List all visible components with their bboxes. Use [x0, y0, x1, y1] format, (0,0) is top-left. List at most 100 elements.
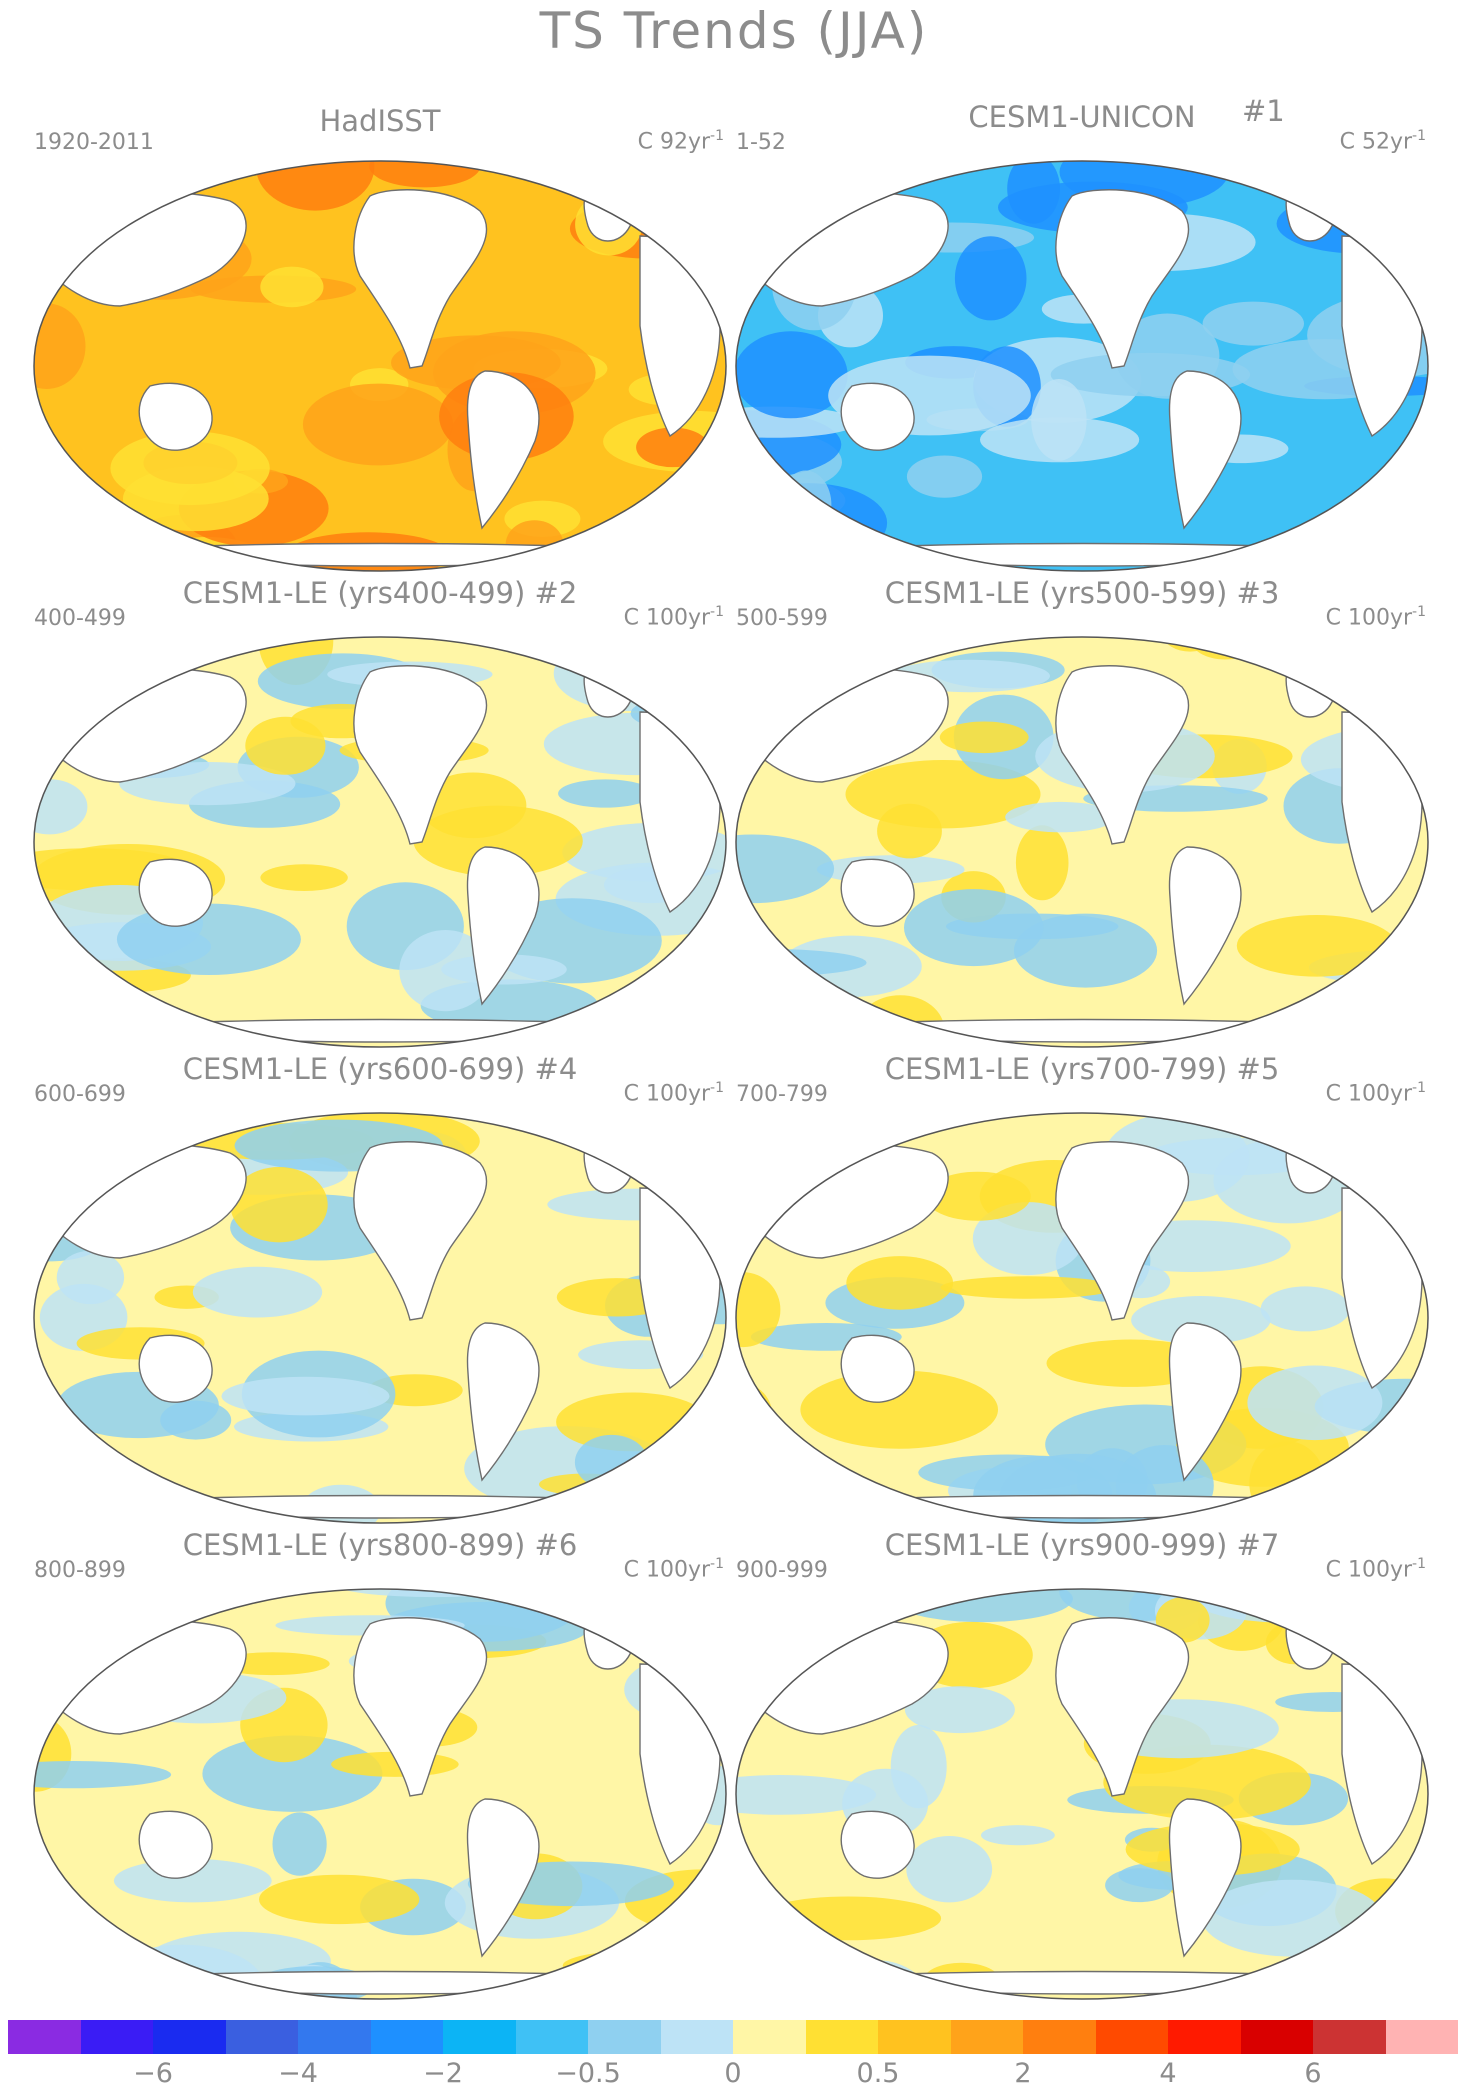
map-canvas	[735, 1588, 1429, 2000]
map-panel: CESM1-LE (yrs800-899) #6 800-899 C 100yr-1	[30, 1528, 730, 2000]
globe-outline	[33, 160, 727, 572]
ocean-field	[34, 637, 726, 1047]
units-exponent: -1	[1412, 1556, 1426, 1572]
colorbar-segment	[733, 2020, 806, 2054]
colorbar-label: −2	[423, 2058, 463, 2089]
landmass-shape	[99, 1494, 671, 1519]
colorbar	[8, 2020, 1458, 2054]
units-exponent: -1	[1412, 1080, 1426, 1096]
globe-outline	[735, 160, 1429, 572]
map-panel: CESM1-LE (yrs900-999) #7 900-999 C 100yr-1	[732, 1528, 1432, 2000]
trend-blob	[1346, 637, 1428, 654]
trend-blob	[736, 331, 848, 419]
trend-blob	[1007, 161, 1061, 224]
panel-units: C 100yr-1	[1325, 1080, 1426, 1107]
trend-blob	[260, 266, 324, 308]
trend-blob	[780, 470, 832, 540]
landmass-shape	[583, 660, 634, 718]
colorbar-segment	[878, 2020, 951, 2054]
trend-blob	[736, 1272, 781, 1348]
trend-blob	[846, 1256, 954, 1310]
trend-blob	[736, 406, 859, 438]
landmass-shape	[1168, 370, 1242, 530]
trend-blob	[736, 483, 888, 563]
trend-blob	[1201, 1879, 1383, 1957]
trend-blob	[654, 537, 724, 571]
trend-blob	[562, 1950, 717, 1981]
trend-blob	[116, 903, 301, 975]
ocean-field	[736, 161, 1428, 571]
trend-blob	[302, 383, 454, 466]
landmass-shape	[99, 542, 671, 567]
trend-blob	[890, 1589, 1073, 1623]
colorbar-label: −0.5	[555, 2058, 621, 2089]
trend-blob	[1105, 1868, 1174, 1903]
landmass-shape	[466, 370, 540, 530]
landmass-shape	[138, 858, 213, 927]
trend-blob	[574, 1434, 649, 1490]
panel-title: CESM1-LE (yrs400-499) #2	[182, 576, 578, 610]
landmass-shape	[138, 1810, 213, 1879]
colorbar-segment	[1095, 2020, 1168, 2054]
ocean-field	[34, 1589, 726, 1999]
map-panel: CESM1-LE (yrs600-699) #4 600-699 C 100yr-1	[30, 1052, 730, 1524]
colorbar-segment	[588, 2020, 661, 2054]
landmass-shape	[138, 382, 213, 451]
panel-period: 600-699	[34, 1082, 126, 1107]
units-exponent: -1	[1412, 128, 1426, 144]
colorbar-segment	[80, 2020, 153, 2054]
trend-blob	[56, 1250, 125, 1305]
trend-blob	[645, 1113, 726, 1142]
landmass-shape	[466, 1798, 540, 1958]
colorbar-label: −4	[278, 2058, 318, 2089]
trend-blob	[369, 161, 481, 188]
panel-units: C 100yr-1	[1325, 604, 1426, 631]
colorbar-label: 2	[1014, 2058, 1032, 2089]
map-panel: CESM1-UNICON #1 1-52 C 52yr-1	[732, 94, 1432, 572]
globe-outline	[33, 636, 727, 1048]
trend-blob	[940, 1276, 1117, 1299]
units-exponent: -1	[1412, 604, 1426, 620]
trend-blob	[1260, 1286, 1350, 1332]
trend-blob	[1366, 991, 1428, 1024]
trend-blob	[980, 417, 1140, 463]
trend-blob	[110, 431, 270, 506]
map-panel: CESM1-LE (yrs700-799) #5 700-799 C 100yr-1	[732, 1052, 1432, 1524]
landmass-shape	[1168, 1322, 1242, 1482]
units-exponent: -1	[710, 128, 724, 144]
colorbar-segment	[298, 2020, 371, 2054]
trend-blob	[1247, 1365, 1383, 1441]
panel-title: CESM1-LE (yrs600-699) #4	[182, 1052, 578, 1086]
landmass-shape	[1055, 1617, 1190, 1797]
panel-period: 400-499	[34, 606, 126, 631]
trend-blob	[1226, 1028, 1398, 1047]
landmass-shape	[1055, 1141, 1190, 1321]
trend-blob	[740, 637, 911, 678]
map-canvas	[33, 636, 727, 1048]
trend-blob	[272, 1812, 327, 1876]
trend-blob	[547, 1188, 726, 1221]
landmass-shape	[840, 1334, 915, 1403]
trend-blob	[420, 772, 527, 839]
panel-period: 1920-2011	[34, 130, 154, 155]
colorbar-segment	[8, 2020, 81, 2054]
panel-units: C 100yr-1	[1325, 1556, 1426, 1583]
landmass-shape	[353, 1141, 488, 1321]
colorbar-label: −6	[133, 2058, 173, 2089]
colorbar-segment	[515, 2020, 588, 2054]
panel-units: C 92yr-1	[637, 128, 724, 155]
trend-blob	[1236, 915, 1397, 977]
panel-title: CESM1-LE (yrs900-999) #7	[884, 1528, 1280, 1562]
trend-blob	[34, 303, 86, 389]
ocean-field	[736, 637, 1428, 1047]
ocean-field	[736, 1589, 1428, 1999]
trend-blob	[221, 1376, 390, 1416]
colorbar-segment	[805, 2020, 878, 2054]
map-panel: HadISST 1920-2011 C 92yr-1	[30, 100, 730, 572]
panel-title: CESM1-LE (yrs800-899) #6	[182, 1528, 578, 1562]
landmass-shape	[1168, 846, 1242, 1006]
panel-tag: #1	[1242, 94, 1285, 128]
colorbar-label: 6	[1304, 2058, 1322, 2089]
landmass-shape	[1055, 665, 1190, 845]
trend-blob	[972, 1202, 1084, 1276]
